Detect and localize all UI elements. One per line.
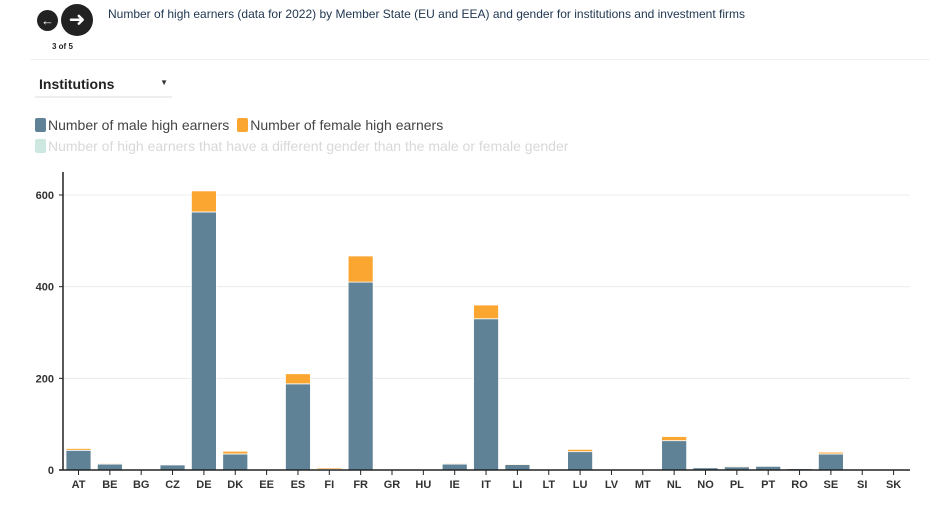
legend-label-female: Number of female high earners: [250, 117, 444, 133]
x-tick-label: EE: [259, 479, 274, 491]
bar-male-ES: [285, 383, 311, 471]
bar-male-FR: [347, 281, 374, 471]
chart-title: Number of high earners (data for 2022) b…: [108, 7, 745, 21]
x-tick-label: SE: [824, 479, 839, 491]
x-tick-label: DE: [196, 479, 211, 491]
legend-item-female[interactable]: Number of female high earners: [237, 117, 443, 133]
page-counter: 3 of 5: [52, 42, 73, 51]
legend-swatch-other: [35, 139, 46, 153]
bar-female-AT: [65, 448, 92, 451]
bar-male-LU: [567, 451, 593, 471]
bar-male-DK: [222, 453, 249, 471]
bar-female-DK: [222, 450, 249, 455]
firm-type-dropdown[interactable]: Institutions ▼: [35, 74, 172, 98]
y-tick-label: 400: [36, 282, 54, 294]
bar-male-CZ: [159, 464, 186, 471]
x-tick-label: GR: [384, 479, 401, 491]
x-tick-label: CZ: [165, 479, 180, 491]
bar-female-PL: [723, 465, 750, 468]
legend-label-other: Number of high earners that have a diffe…: [48, 138, 569, 154]
x-tick-label: SI: [857, 479, 867, 491]
bar-female-FR: [347, 255, 374, 283]
chevron-down-icon: ▼: [160, 78, 168, 87]
x-tick-label: RO: [791, 479, 808, 491]
x-tick-label: ES: [291, 479, 306, 491]
y-tick-label: 0: [48, 465, 54, 477]
x-tick-label: PL: [730, 479, 744, 491]
arrow-left-icon: ←: [41, 13, 54, 28]
x-tick-label: PT: [761, 479, 775, 491]
x-tick-label: LT: [542, 479, 555, 491]
x-tick-label: IT: [481, 479, 491, 491]
x-tick-label: DK: [227, 479, 243, 491]
x-tick-label: FI: [324, 479, 334, 491]
bar-female-LI: [504, 463, 531, 465]
next-chart-button[interactable]: ➜: [61, 4, 93, 36]
bar-female-ES: [285, 373, 311, 385]
bar-male-NL: [661, 440, 688, 471]
arrow-right-icon: ➜: [68, 9, 86, 31]
legend-swatch-male: [35, 118, 46, 132]
bar-female-SE: [818, 451, 844, 455]
x-tick-label: NO: [697, 479, 714, 491]
x-tick-label: IE: [449, 479, 459, 491]
bar-female-FI: [316, 467, 343, 470]
x-tick-label: LV: [605, 479, 619, 491]
bar-female-DE: [190, 190, 217, 213]
previous-chart-button[interactable]: ←: [37, 10, 58, 31]
x-tick-label: FR: [353, 479, 368, 491]
y-tick-label: 200: [36, 373, 54, 385]
bar-male-AT: [65, 449, 92, 471]
x-tick-label: MT: [635, 479, 651, 491]
legend-item-other[interactable]: Number of high earners that have a diffe…: [35, 138, 568, 154]
bar-male-SE: [818, 453, 844, 471]
x-tick-label: HU: [415, 479, 431, 491]
bar-male-IT: [473, 318, 499, 471]
legend-label-male: Number of male high earners: [48, 117, 230, 133]
legend-item-male[interactable]: Number of male high earners: [35, 117, 229, 133]
bar-female-NL: [661, 436, 688, 442]
bar-male-BE: [96, 463, 123, 471]
bar-male-LI: [504, 464, 531, 471]
x-tick-label: LU: [573, 479, 588, 491]
x-tick-label: LI: [513, 479, 523, 491]
bar-male-DE: [190, 211, 217, 471]
dropdown-selected: Institutions: [39, 76, 115, 92]
bar-male-IE: [441, 463, 468, 471]
bar-female-LU: [567, 448, 593, 453]
bar-female-IT: [473, 304, 499, 320]
bar-female-IE: [441, 462, 468, 465]
bar-female-BE: [96, 462, 123, 465]
y-tick-label: 600: [36, 190, 54, 202]
legend-swatch-female: [237, 118, 249, 132]
divider: [30, 59, 930, 60]
x-tick-label: BG: [133, 479, 150, 491]
x-tick-label: BE: [102, 479, 117, 491]
x-tick-label: SK: [886, 479, 901, 491]
x-tick-label: NL: [667, 479, 682, 491]
legend: Number of male high earners Number of fe…: [35, 117, 572, 156]
x-tick-label: AT: [72, 479, 86, 491]
